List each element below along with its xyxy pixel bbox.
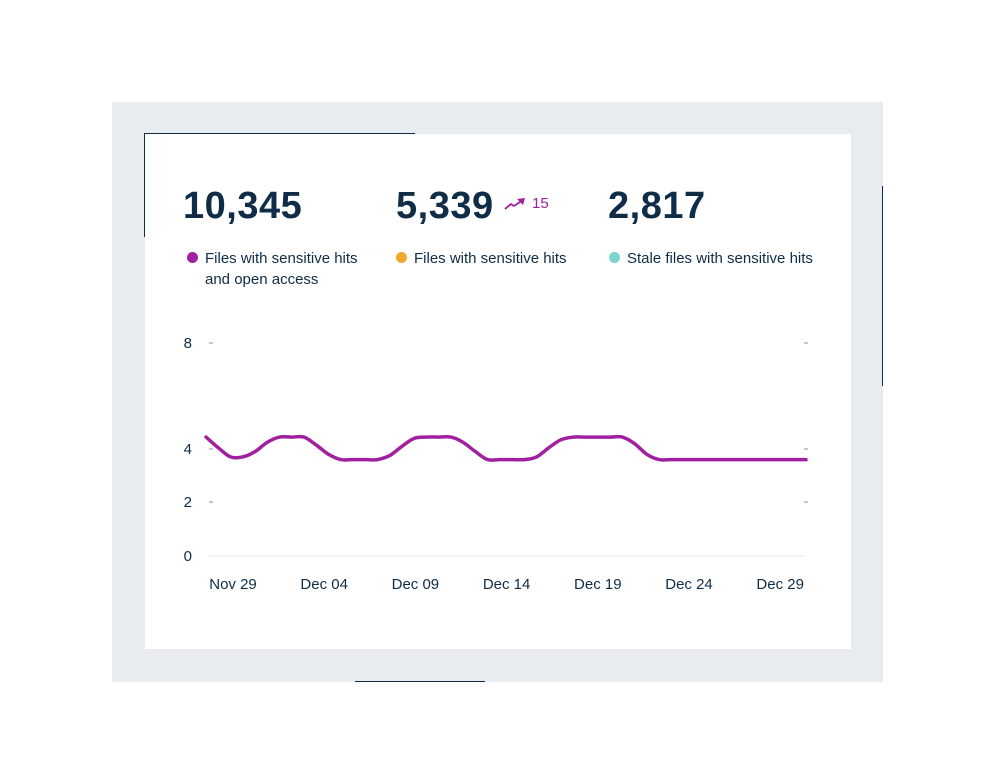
chart-card — [145, 134, 851, 649]
stat-sensitive-count: 5,339 — [396, 185, 494, 227]
x-tick-label: Dec 19 — [574, 576, 622, 593]
trend-indicator: 15 — [504, 195, 549, 212]
y-tick-label: 4 — [184, 441, 192, 458]
frame-accent-bottom — [355, 681, 485, 682]
frame-accent-left — [144, 133, 145, 237]
x-tick-label: Dec 04 — [300, 576, 348, 593]
legend-label: Files with sensitive hits — [414, 250, 567, 267]
frame-accent-right — [882, 186, 883, 386]
x-tick-label: Dec 24 — [665, 576, 713, 593]
y-tick-label: 8 — [184, 335, 192, 352]
stat-open-access-count: 10,345 — [183, 185, 303, 227]
x-tick-label: Dec 29 — [756, 576, 804, 593]
trend-value: 15 — [532, 195, 549, 212]
legend-item-sensitive: Files with sensitive hits — [396, 248, 567, 269]
x-tick-label: Nov 29 — [209, 576, 257, 593]
legend-dot-stale — [609, 252, 620, 263]
series-line-open-access — [204, 434, 808, 462]
legend-dot-sensitive — [396, 252, 407, 263]
trend-up-icon — [504, 197, 525, 210]
legend-label: Files with sensitive hits and open acces… — [205, 250, 358, 288]
y-tick-label: 2 — [184, 494, 192, 511]
x-tick-label: Dec 09 — [392, 576, 440, 593]
legend-label: Stale files with sensitive hits — [627, 250, 813, 267]
y-tick-label: 0 — [184, 548, 192, 565]
legend-item-open-access: Files with sensitive hits and open acces… — [187, 248, 358, 290]
frame-accent-top — [145, 133, 415, 134]
legend-item-stale: Stale files with sensitive hits — [609, 248, 813, 269]
stat-stale-count: 2,817 — [608, 185, 706, 227]
legend-dot-open-access — [187, 252, 198, 263]
x-tick-label: Dec 14 — [483, 576, 531, 593]
